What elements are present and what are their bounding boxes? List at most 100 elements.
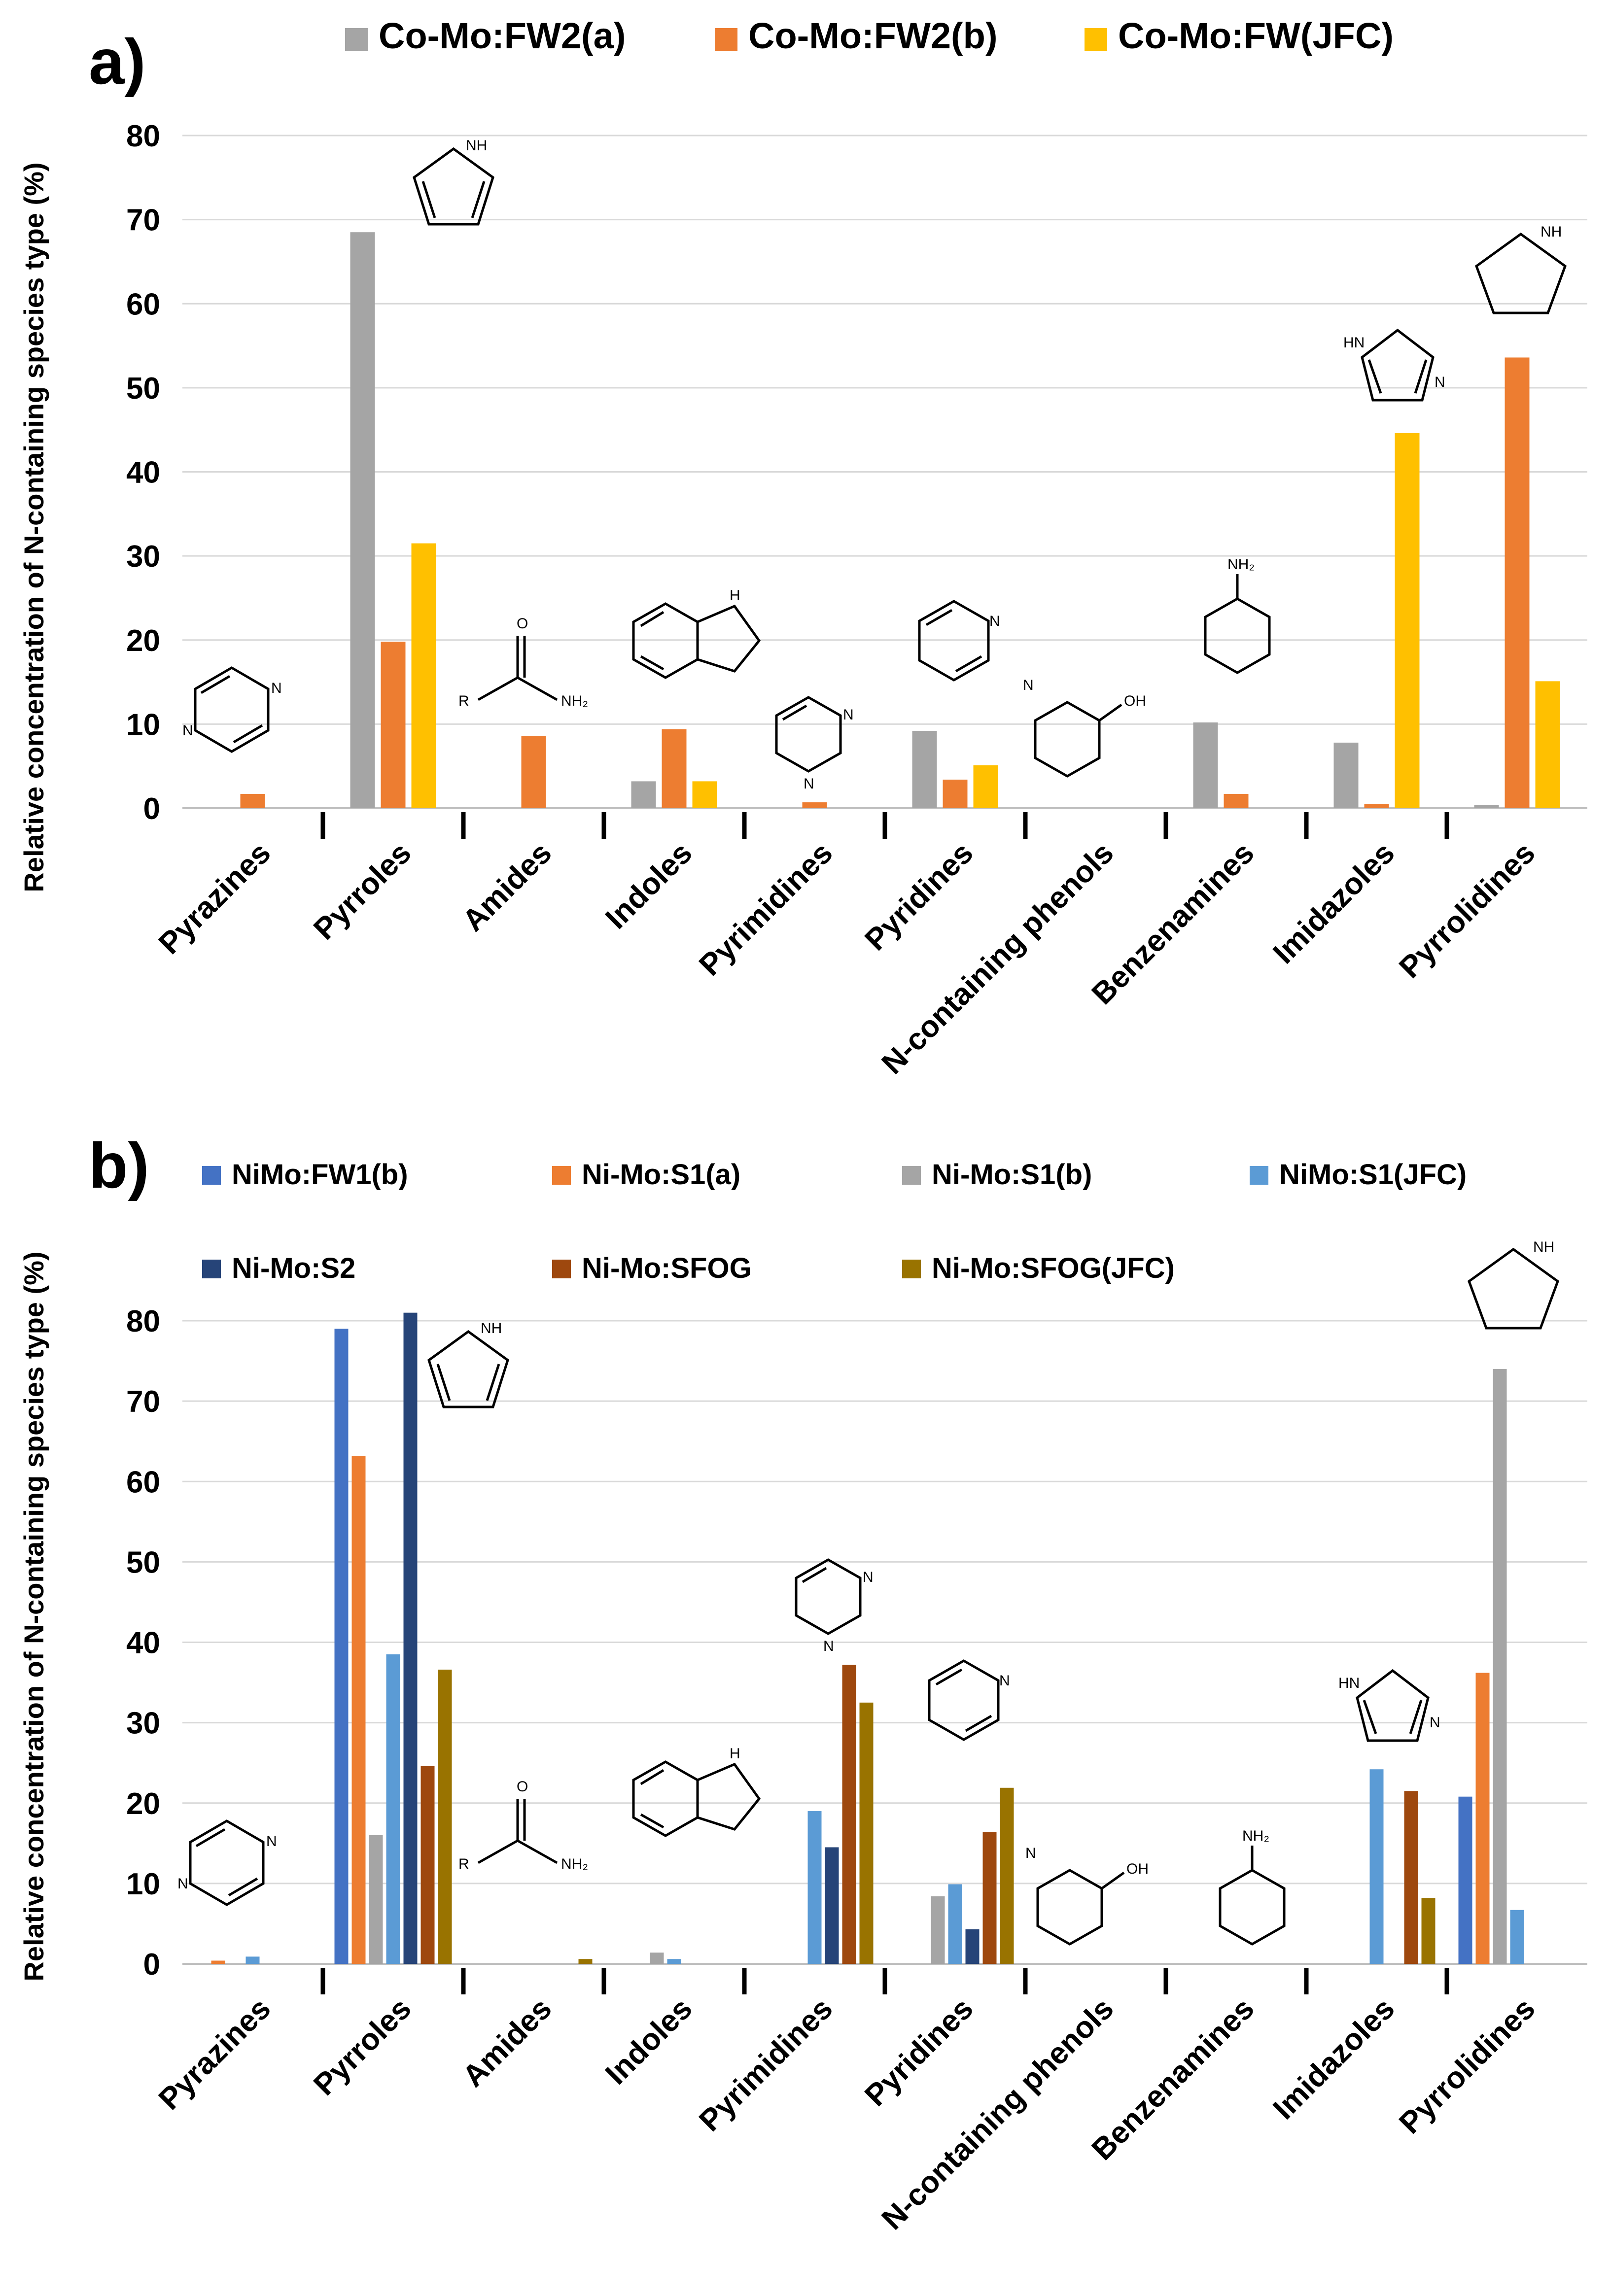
- panel-a-legend: Co-Mo:FW2(a) Co-Mo:FW2(b) Co-Mo:FW(JFC): [345, 15, 1394, 56]
- bar: [1475, 1673, 1490, 1964]
- amide-structure-icon: O R NH₂: [458, 616, 588, 709]
- bar: [667, 1959, 681, 1964]
- bar: [350, 232, 375, 808]
- legend-swatch: [202, 1260, 221, 1278]
- panel-b-label: b): [89, 1130, 149, 1201]
- x-tick-label: Indoles: [599, 836, 699, 935]
- x-tick-label: N-containing phenols: [875, 1991, 1120, 2236]
- bar: [1458, 1796, 1472, 1964]
- pyrimidine-structure-icon: N N: [775, 696, 854, 792]
- n-phenol-oh-b: OH: [1126, 1861, 1149, 1877]
- bar: [381, 642, 406, 808]
- bar: [1535, 681, 1560, 808]
- bar: [351, 1456, 366, 1964]
- bar: [1369, 1769, 1384, 1964]
- indole-structure-icon: H: [632, 1746, 761, 1837]
- pyrazine-n-bottom: N: [182, 722, 193, 739]
- panel-b: b) Relative concentration of N-containin…: [18, 1130, 1587, 2236]
- bar: [982, 1832, 997, 1964]
- y-tick-label: 60: [126, 1465, 160, 1499]
- y-tick-label: 80: [126, 1304, 160, 1338]
- panel-a-gridlines: 0 10 20 30 40 50 60 70 80: [126, 119, 1587, 826]
- pyrrole-structure-icon: NH: [427, 1320, 509, 1408]
- bar: [948, 1884, 962, 1964]
- benzenamine-nh2: NH₂: [1227, 556, 1255, 573]
- panel-b-y-axis-label: Relative concentration of N-containing s…: [18, 1251, 49, 1981]
- bar: [1510, 1910, 1524, 1964]
- bar: [521, 736, 546, 808]
- bar: [1364, 804, 1389, 808]
- pyrimidine-n-bottom-b: N: [823, 1638, 834, 1654]
- x-tick-label: Pyrrolidines: [1393, 836, 1541, 985]
- pyrazine-n-bottom-b: N: [177, 1876, 188, 1892]
- amide-structure-icon: O R NH₂: [458, 1779, 588, 1872]
- legend-label: Ni-Mo:S1(b): [932, 1159, 1092, 1191]
- amide-nh2: NH₂: [561, 693, 588, 709]
- pyridine-n-b: N: [999, 1673, 1010, 1689]
- amide-o-b: O: [517, 1779, 528, 1795]
- panel-b-legend: NiMo:FW1(b) Ni-Mo:S1(a) Ni-Mo:S1(b) NiMo:S1…: [202, 1159, 1467, 1284]
- panel-b-bars: [211, 1312, 1524, 1964]
- bar: [859, 1702, 874, 1964]
- bar: [842, 1665, 856, 1964]
- pyrimidine-structure-icon: N N: [795, 1558, 874, 1654]
- bar: [1421, 1898, 1436, 1964]
- pyrrole-nh: NH: [466, 137, 487, 154]
- imidazole-n-b: N: [1430, 1714, 1440, 1731]
- x-tick-label: Pyrimidines: [693, 836, 839, 982]
- y-tick-label: 30: [126, 1707, 160, 1741]
- y-tick-label: 0: [143, 1948, 160, 1982]
- pyrrolidine-nh-b: NH: [1533, 1239, 1554, 1255]
- legend-swatch: [345, 28, 368, 51]
- panel-a-category-labels: Pyrazines Pyrroles Amides IndolesPyrimidine…: [152, 812, 1541, 1081]
- n-phenol-structure-icon: OH N: [1025, 1845, 1149, 1946]
- y-tick-label: 10: [126, 1867, 160, 1901]
- bar: [1000, 1787, 1014, 1964]
- n-phenol-oh: OH: [1124, 693, 1146, 709]
- y-tick-label: 50: [126, 1545, 160, 1579]
- bar: [1224, 793, 1249, 808]
- benzenamine-structure-icon: NH₂: [1204, 556, 1271, 674]
- x-tick-label: Pyrrolidines: [1393, 1991, 1541, 2140]
- bar: [912, 731, 937, 808]
- imidazole-n: N: [1435, 374, 1445, 390]
- bar: [631, 781, 656, 808]
- bar: [578, 1959, 593, 1964]
- x-tick-label: Imidazoles: [1266, 1991, 1401, 2126]
- x-tick-label: N-containing phenols: [875, 836, 1120, 1081]
- panel-a-label: a): [89, 26, 146, 98]
- legend-label: Ni-Mo:S1(a): [582, 1159, 740, 1191]
- legend-swatch: [552, 1166, 571, 1185]
- legend-swatch: [202, 1166, 221, 1185]
- bar: [411, 543, 436, 808]
- x-tick-label: Amides: [456, 836, 558, 938]
- imidazole-hn-b: HN: [1338, 1675, 1360, 1691]
- x-tick-label: Imidazoles: [1266, 836, 1401, 970]
- bar: [420, 1766, 435, 1964]
- legend-label: NiMo:S1(JFC): [1279, 1159, 1467, 1191]
- panel-a-y-axis-label: Relative concentration of N-containing s…: [18, 162, 49, 892]
- legend-swatch: [1250, 1166, 1268, 1185]
- x-tick-label: Pyrroles: [307, 836, 418, 946]
- bar: [334, 1329, 349, 1964]
- indole-structure-icon: H: [632, 587, 761, 679]
- pyrrolidine-structure-icon: NH: [1474, 224, 1567, 314]
- pyrrole-structure-icon: NH: [413, 137, 494, 226]
- y-tick-label: 70: [126, 1385, 160, 1419]
- y-tick-label: 60: [126, 287, 160, 321]
- legend-label: Co-Mo:FW2(a): [379, 15, 626, 56]
- imidazole-structure-icon: HN N: [1338, 1669, 1440, 1742]
- y-tick-label: 80: [126, 119, 160, 153]
- bar: [1474, 805, 1499, 808]
- imidazole-structure-icon: HN N: [1343, 328, 1445, 402]
- legend-label: Ni-Mo:S2: [232, 1252, 355, 1284]
- bar: [1193, 722, 1218, 808]
- bar: [438, 1669, 452, 1964]
- benzenamine-nh2-b: NH₂: [1242, 1828, 1269, 1844]
- n-phenol-n: N: [1023, 677, 1034, 693]
- n-phenol-structure-icon: OH N: [1023, 677, 1146, 778]
- y-tick-label: 40: [126, 1626, 160, 1660]
- legend-label: Co-Mo:FW(JFC): [1118, 15, 1394, 56]
- pyrazine-structure-icon: N N: [177, 1819, 277, 1906]
